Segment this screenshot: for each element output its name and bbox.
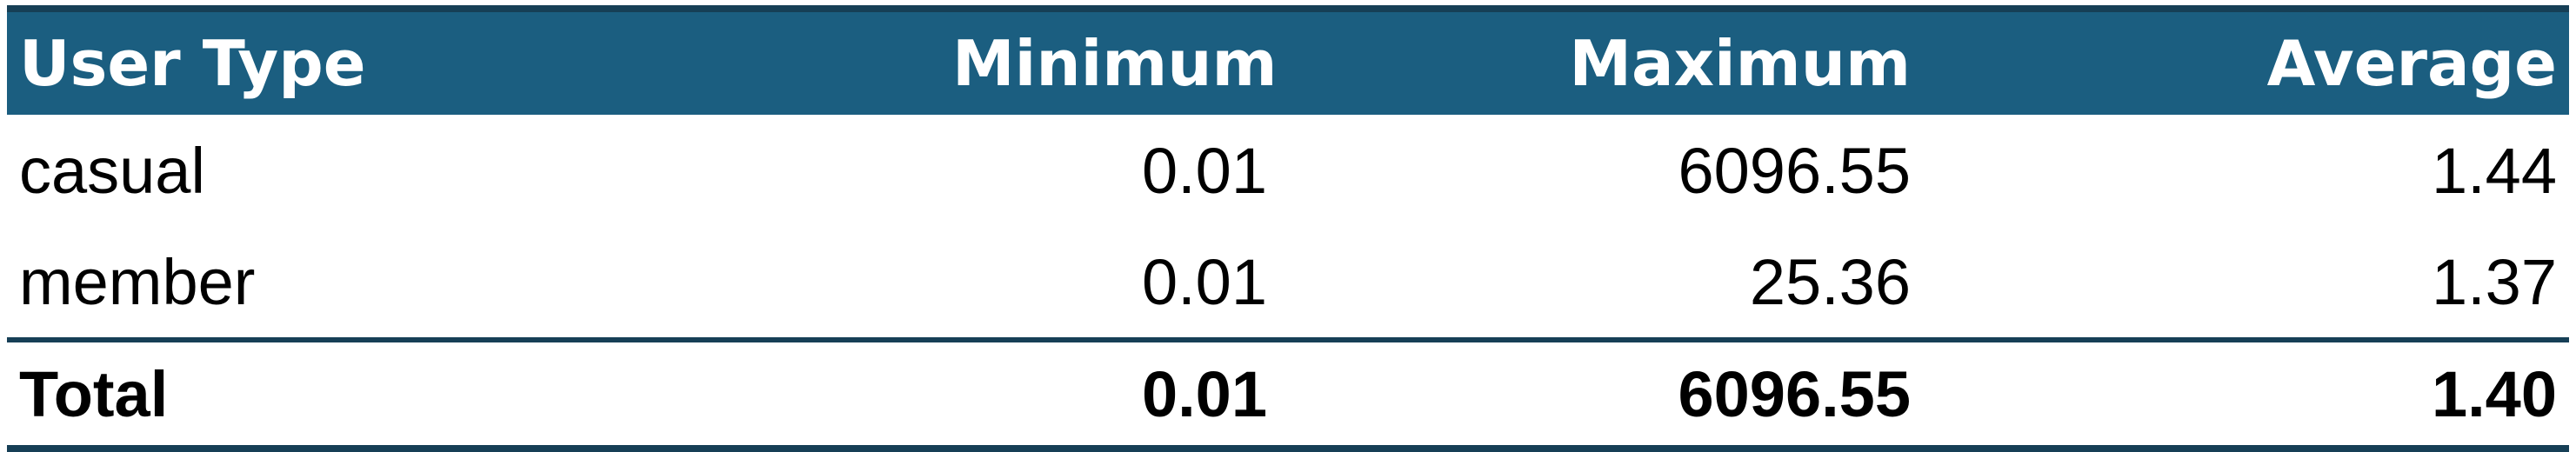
cell-average: 1.37 — [2431, 245, 2557, 318]
table-footer: Total 0.01 6096.55 1.40 — [7, 340, 2569, 449]
column-header-average: Average — [2266, 27, 2557, 100]
table-body: casual 0.01 6096.55 1.44 member 0.01 25.… — [7, 115, 2569, 340]
column-header-maximum: Maximum — [1569, 27, 1911, 100]
column-header-user-type: User Type — [19, 27, 366, 100]
column-header-minimum: Minimum — [952, 27, 1278, 100]
total-row: Total 0.01 6096.55 1.40 — [7, 340, 2569, 449]
table-row: member 0.01 25.36 1.37 — [7, 226, 2569, 340]
table-header: User Type Minimum Maximum Average — [7, 9, 2569, 115]
cell-minimum: 0.01 — [1141, 245, 1267, 318]
user-type-summary-table: User Type Minimum Maximum Average casual… — [7, 5, 2569, 452]
cell-user-type: casual — [19, 134, 205, 207]
cell-user-type: member — [19, 245, 256, 318]
cell-average: 1.44 — [2431, 134, 2557, 207]
cell-maximum: 6096.55 — [1678, 134, 1912, 207]
total-average: 1.40 — [2431, 357, 2557, 430]
total-label: Total — [19, 357, 169, 430]
cell-minimum: 0.01 — [1141, 134, 1267, 207]
cell-maximum: 25.36 — [1749, 245, 1911, 318]
total-minimum: 0.01 — [1141, 357, 1267, 430]
table-row: casual 0.01 6096.55 1.44 — [7, 115, 2569, 226]
total-maximum: 6096.55 — [1678, 357, 1912, 430]
header-row: User Type Minimum Maximum Average — [7, 9, 2569, 115]
summary-table-container: User Type Minimum Maximum Average casual… — [7, 5, 2569, 452]
